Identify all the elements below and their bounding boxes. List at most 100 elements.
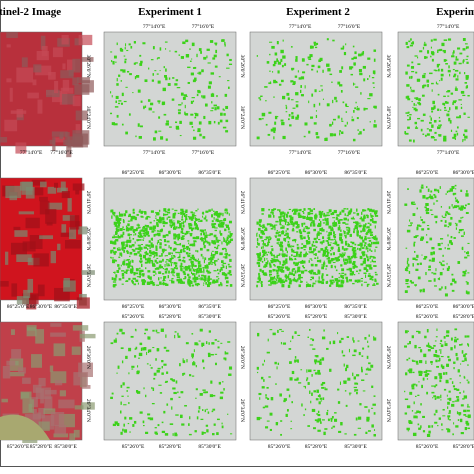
change-pixel [305, 227, 307, 230]
change-pixel [149, 276, 152, 280]
change-pixel [309, 217, 313, 221]
change-pixel [300, 280, 303, 282]
change-pixel [272, 268, 275, 272]
change-pixel [174, 50, 178, 53]
change-pixel [211, 208, 213, 211]
change-pixel [219, 232, 223, 236]
change-pixel [203, 268, 205, 272]
change-pixel [411, 335, 414, 339]
change-pixel [371, 209, 375, 213]
change-pixel [177, 251, 181, 254]
change-pixel [145, 217, 149, 220]
change-pixel [295, 59, 298, 62]
change-pixel [355, 101, 357, 104]
change-pixel [428, 265, 431, 268]
change-pixel [329, 73, 333, 76]
change-pixel [356, 230, 359, 234]
change-pixel [297, 269, 301, 273]
change-pixel [295, 104, 299, 108]
change-pixel [262, 406, 266, 409]
change-pixel [373, 236, 377, 239]
change-pixel [302, 71, 306, 74]
change-pixel [182, 372, 184, 376]
change-pixel [287, 232, 289, 236]
change-pixel [425, 360, 427, 365]
change-pixel [283, 214, 286, 218]
change-pixel [198, 71, 202, 75]
change-pixel [365, 264, 369, 267]
change-pixel [267, 338, 269, 342]
change-pixel [187, 240, 190, 242]
change-pixel [191, 353, 194, 357]
image-patch [60, 70, 74, 79]
change-pixel [196, 53, 198, 58]
change-pixel [201, 274, 204, 277]
change-pixel [270, 128, 274, 132]
change-pixel [430, 39, 433, 42]
change-pixel [431, 363, 433, 365]
change-pixel [275, 282, 278, 284]
change-pixel [137, 234, 140, 238]
change-pixel [445, 428, 450, 430]
change-pixel [294, 359, 297, 363]
change-pixel [405, 283, 409, 285]
change-pixel [459, 382, 462, 384]
change-pixel [283, 225, 285, 229]
change-pixel [367, 283, 370, 286]
change-pixel [285, 106, 288, 110]
change-pixel [302, 215, 306, 219]
change-pixel [366, 283, 369, 287]
change-pixel [158, 384, 162, 386]
change-pixel [463, 133, 465, 136]
change-pixel [304, 385, 306, 389]
change-pixel [339, 84, 343, 87]
change-pixel [275, 116, 279, 118]
change-pixel [433, 272, 437, 275]
change-pixel [339, 70, 342, 73]
change-pixel [404, 203, 408, 206]
image-patch [32, 79, 37, 86]
change-pixel [123, 100, 127, 103]
change-pixel [185, 95, 188, 97]
change-pixel [299, 276, 303, 279]
change-pixel [133, 271, 136, 276]
change-pixel [415, 71, 418, 74]
y-coordinate-label: 26°34'0"N [239, 399, 246, 422]
change-pixel [110, 240, 113, 244]
x-coordinate-label: 86°25'0"E [268, 169, 291, 176]
change-pixel [352, 250, 356, 254]
change-pixel [464, 82, 468, 84]
change-pixel [310, 45, 314, 49]
change-pixel [459, 418, 463, 423]
change-pixel [334, 241, 338, 245]
change-pixel [355, 221, 359, 226]
change-pixel [318, 102, 321, 106]
change-pixel [467, 242, 470, 244]
change-pixel [168, 230, 171, 234]
change-pixel [422, 85, 425, 89]
change-pixel [162, 281, 165, 285]
change-pixel [286, 235, 290, 239]
change-pixel [357, 427, 362, 429]
change-pixel [415, 284, 417, 287]
change-pixel [340, 276, 343, 279]
change-pixel [452, 102, 454, 106]
change-pixel [276, 265, 281, 269]
change-pixel [188, 242, 190, 245]
change-pixel [207, 281, 211, 285]
change-pixel [139, 125, 143, 128]
change-pixel [203, 270, 205, 274]
change-pixel [365, 373, 368, 375]
change-pixel [202, 389, 206, 391]
change-pixel [365, 246, 368, 249]
change-pixel [164, 211, 168, 213]
change-pixel [194, 430, 197, 433]
change-pixel [129, 73, 132, 76]
image-patch [45, 209, 57, 224]
change-pixel [154, 130, 158, 134]
image-patch [18, 211, 35, 215]
change-pixel [451, 381, 454, 384]
change-pixel [193, 242, 195, 246]
change-pixel [153, 254, 155, 258]
change-pixel [316, 419, 320, 423]
